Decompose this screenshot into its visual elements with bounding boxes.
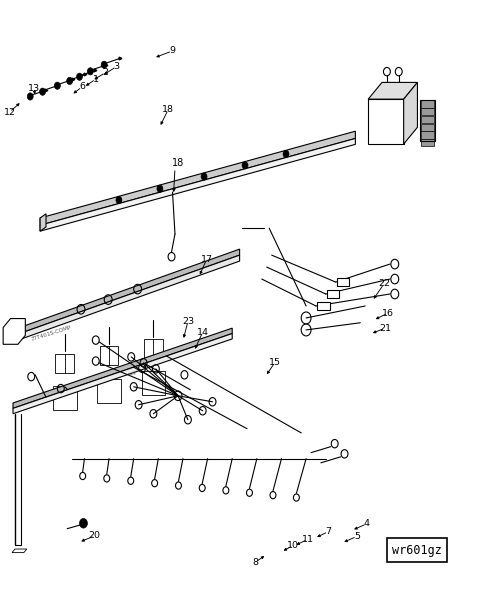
Polygon shape	[100, 346, 119, 365]
Polygon shape	[55, 353, 74, 373]
Polygon shape	[144, 339, 163, 358]
Circle shape	[77, 73, 82, 80]
Circle shape	[157, 185, 163, 192]
Polygon shape	[337, 278, 349, 286]
Circle shape	[283, 151, 289, 158]
Text: 11: 11	[302, 535, 314, 544]
Polygon shape	[421, 108, 434, 115]
Text: 14: 14	[197, 328, 208, 337]
Circle shape	[201, 173, 207, 180]
Text: s.s: s.s	[128, 370, 137, 377]
Polygon shape	[368, 82, 417, 99]
Text: 3: 3	[114, 62, 120, 71]
Text: 77T401S-COMP: 77T401S-COMP	[30, 325, 72, 341]
Text: 23: 23	[182, 317, 194, 326]
Polygon shape	[13, 328, 232, 409]
Polygon shape	[97, 379, 121, 403]
Polygon shape	[142, 371, 165, 395]
Circle shape	[116, 196, 122, 203]
Text: 18: 18	[162, 105, 174, 114]
Text: 15: 15	[269, 358, 281, 367]
Text: 21: 21	[379, 323, 391, 332]
Text: 16: 16	[382, 308, 394, 317]
Polygon shape	[53, 386, 77, 410]
Polygon shape	[404, 82, 417, 144]
Text: wr601gz: wr601gz	[392, 544, 442, 557]
Text: 18: 18	[172, 158, 185, 169]
Text: 10: 10	[288, 541, 299, 550]
Polygon shape	[317, 302, 329, 310]
Polygon shape	[421, 131, 434, 139]
Polygon shape	[3, 319, 25, 344]
Text: 5: 5	[354, 532, 360, 541]
Polygon shape	[40, 214, 46, 231]
Circle shape	[40, 88, 45, 95]
Text: 6: 6	[79, 82, 85, 91]
Text: 9: 9	[169, 46, 175, 55]
Circle shape	[67, 77, 73, 85]
Polygon shape	[13, 249, 240, 336]
Circle shape	[54, 82, 60, 89]
Polygon shape	[40, 131, 355, 225]
Polygon shape	[421, 100, 434, 107]
Polygon shape	[368, 99, 404, 144]
Polygon shape	[327, 290, 339, 298]
Text: 8: 8	[252, 557, 258, 566]
Polygon shape	[13, 255, 240, 342]
Polygon shape	[13, 334, 232, 414]
Text: 4: 4	[364, 520, 370, 529]
Polygon shape	[12, 549, 27, 553]
Circle shape	[80, 518, 87, 528]
Text: 17: 17	[201, 255, 212, 264]
Text: 2: 2	[103, 68, 109, 77]
Polygon shape	[421, 116, 434, 123]
Circle shape	[242, 161, 248, 169]
Circle shape	[87, 68, 93, 75]
Polygon shape	[421, 139, 434, 146]
Text: 12: 12	[3, 107, 16, 116]
Polygon shape	[421, 124, 434, 131]
Circle shape	[27, 93, 33, 100]
Text: 1: 1	[93, 74, 99, 83]
Text: 20: 20	[89, 532, 101, 541]
Text: 22: 22	[378, 280, 390, 289]
Polygon shape	[40, 139, 355, 231]
Circle shape	[101, 61, 107, 68]
Text: 13: 13	[28, 83, 40, 92]
Text: 7: 7	[325, 527, 331, 536]
